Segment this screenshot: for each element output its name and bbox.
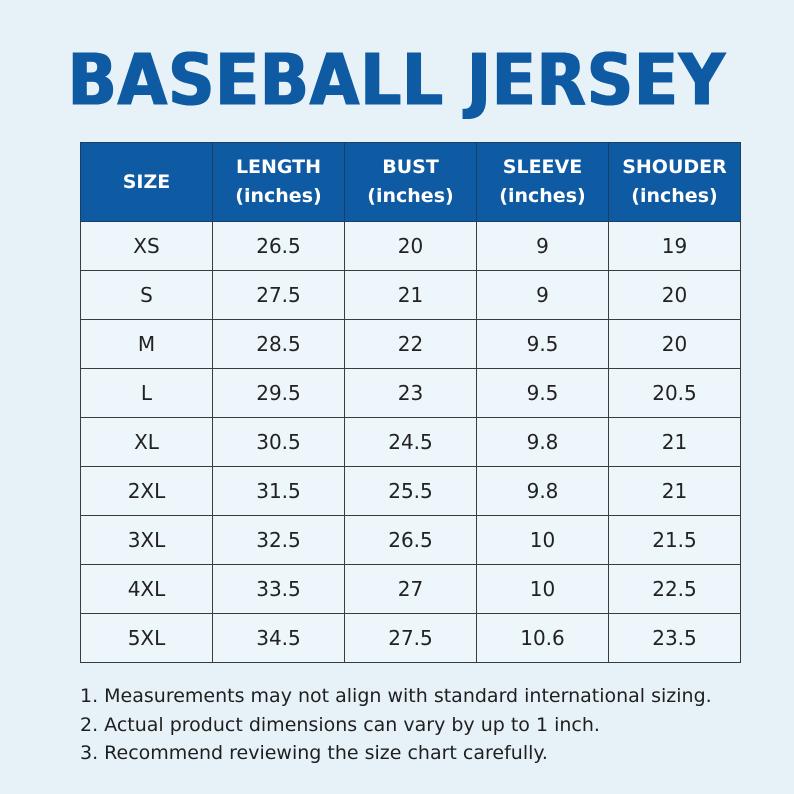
table-cell: 31.5 xyxy=(212,466,345,516)
table-cell: 32.5 xyxy=(212,515,345,565)
table-cell: 9.5 xyxy=(476,368,609,418)
table-row: 5XL 34.5 27.5 10.6 23.5 xyxy=(80,613,741,663)
table-cell: 22 xyxy=(344,319,477,369)
table-row: 4XL 33.5 27 10 22.5 xyxy=(80,564,741,614)
header-label: LENGTH xyxy=(235,156,322,178)
table-body: XS 26.5 20 9 19 S 27.5 21 9 20 M 28.5 22 9.5 20 L 29.5 23… xyxy=(80,221,741,663)
note-item: 1. Measurements may not align with stand… xyxy=(80,685,712,707)
table-cell: XL xyxy=(80,417,213,467)
table-row: S 27.5 21 9 20 xyxy=(80,270,741,320)
table-row: 3XL 32.5 26.5 10 21.5 xyxy=(80,515,741,565)
table-row: 2XL 31.5 25.5 9.8 21 xyxy=(80,466,741,516)
table-cell: 4XL xyxy=(80,564,213,614)
table-cell: 9.5 xyxy=(476,319,609,369)
table-cell: 21 xyxy=(608,417,741,467)
header-unit: (inches) xyxy=(235,185,322,207)
table-cell: 20 xyxy=(608,319,741,369)
table-cell: XS xyxy=(80,221,213,271)
header-unit: (inches) xyxy=(631,185,718,207)
table-cell: 9.8 xyxy=(476,417,609,467)
note-item: 3. Recommend reviewing the size chart ca… xyxy=(80,742,548,764)
table-cell: 34.5 xyxy=(212,613,345,663)
table-cell: 26.5 xyxy=(212,221,345,271)
size-chart-table: SIZE LENGTH (inches) BUST (inches) SLEEV… xyxy=(80,142,741,663)
table-cell: 10 xyxy=(476,515,609,565)
header-label: SIZE xyxy=(122,170,171,193)
notes-list: 1. Measurements may not align with stand… xyxy=(80,682,780,768)
table-cell: 2XL xyxy=(80,466,213,516)
table-cell: S xyxy=(80,270,213,320)
header-unit: (inches) xyxy=(367,185,454,207)
table-cell: 29.5 xyxy=(212,368,345,418)
table-cell: 23 xyxy=(344,368,477,418)
header-sleeve: SLEEVE (inches) xyxy=(476,142,609,222)
table-cell: 5XL xyxy=(80,613,213,663)
table-header-row: SIZE LENGTH (inches) BUST (inches) SLEEV… xyxy=(80,142,741,222)
table-cell: 9 xyxy=(476,221,609,271)
table-cell: 20 xyxy=(608,270,741,320)
header-label: BUST xyxy=(382,156,439,178)
header-label: SHOUDER xyxy=(622,156,727,178)
table-cell: 30.5 xyxy=(212,417,345,467)
table-row: L 29.5 23 9.5 20.5 xyxy=(80,368,741,418)
table-cell: 9.8 xyxy=(476,466,609,516)
table-cell: 9 xyxy=(476,270,609,320)
header-length: LENGTH (inches) xyxy=(212,142,345,222)
table-cell: 26.5 xyxy=(344,515,477,565)
table-cell: 20 xyxy=(344,221,477,271)
table-cell: 10.6 xyxy=(476,613,609,663)
table-row: M 28.5 22 9.5 20 xyxy=(80,319,741,369)
table-row: XL 30.5 24.5 9.8 21 xyxy=(80,417,741,467)
table-cell: 28.5 xyxy=(212,319,345,369)
table-cell: 24.5 xyxy=(344,417,477,467)
table-cell: 19 xyxy=(608,221,741,271)
table-cell: 33.5 xyxy=(212,564,345,614)
table-cell: 21 xyxy=(344,270,477,320)
table-cell: 21 xyxy=(608,466,741,516)
table-cell: 20.5 xyxy=(608,368,741,418)
header-label: SLEEVE xyxy=(502,156,583,178)
header-size: SIZE xyxy=(80,142,213,222)
table-cell: 27.5 xyxy=(344,613,477,663)
table-cell: 23.5 xyxy=(608,613,741,663)
table-cell: L xyxy=(80,368,213,418)
table-cell: 25.5 xyxy=(344,466,477,516)
table-cell: 3XL xyxy=(80,515,213,565)
header-bust: BUST (inches) xyxy=(344,142,477,222)
header-shoulder: SHOUDER (inches) xyxy=(608,142,741,222)
table-cell: 27 xyxy=(344,564,477,614)
page-title: BASEBALL JERSEY xyxy=(67,39,727,123)
table-cell: 10 xyxy=(476,564,609,614)
header-unit: (inches) xyxy=(499,185,586,207)
table-cell: 21.5 xyxy=(608,515,741,565)
table-cell: 27.5 xyxy=(212,270,345,320)
table-cell: M xyxy=(80,319,213,369)
table-cell: 22.5 xyxy=(608,564,741,614)
note-item: 2. Actual product dimensions can vary by… xyxy=(80,713,600,736)
table-row: XS 26.5 20 9 19 xyxy=(80,221,741,271)
